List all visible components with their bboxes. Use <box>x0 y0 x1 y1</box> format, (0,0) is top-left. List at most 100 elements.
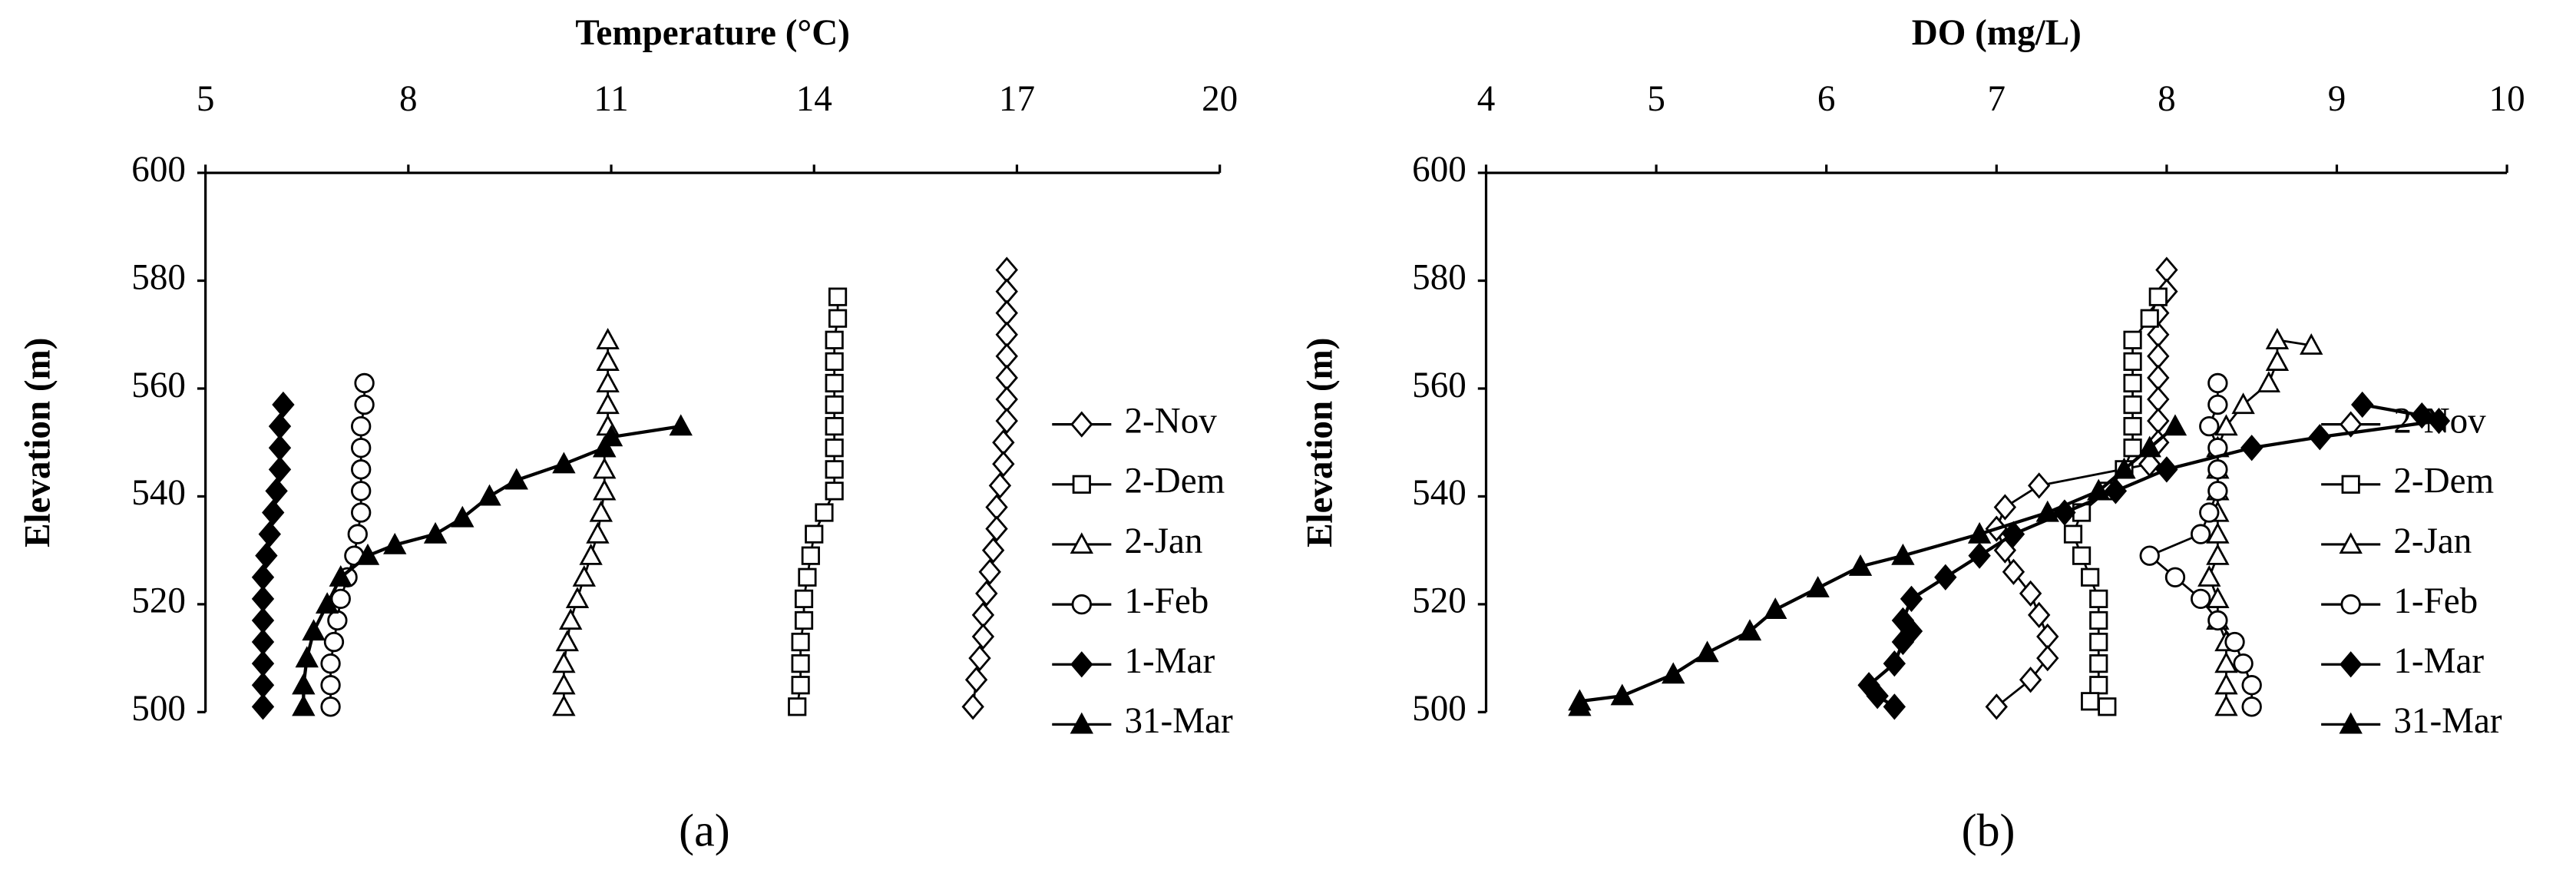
legend-label: 2-Nov <box>1124 401 1217 441</box>
marker <box>825 395 844 415</box>
marker <box>1883 650 1906 677</box>
marker <box>268 456 292 483</box>
marker <box>669 414 693 436</box>
marker <box>2112 457 2136 479</box>
y-tick-label: 600 <box>131 150 186 190</box>
y-tick-label: 500 <box>131 689 186 729</box>
marker <box>2155 256 2178 283</box>
x-tick-label: 5 <box>197 79 215 119</box>
marker <box>2241 696 2262 717</box>
marker <box>593 478 617 501</box>
series-line <box>2148 382 2254 707</box>
marker <box>2300 333 2323 355</box>
marker <box>596 392 620 415</box>
marker <box>2138 435 2161 458</box>
marker <box>1967 521 1992 544</box>
marker <box>2214 414 2238 436</box>
marker <box>2207 459 2228 480</box>
marker <box>347 524 368 544</box>
marker <box>2089 632 2108 652</box>
marker <box>791 632 810 652</box>
marker <box>2089 589 2108 608</box>
marker <box>2410 402 2433 429</box>
marker <box>2019 580 2042 607</box>
x-tick-label: 17 <box>999 79 1035 119</box>
marker <box>1662 662 1685 684</box>
marker <box>2214 673 2238 695</box>
marker <box>2035 500 2059 522</box>
marker <box>2123 395 2142 415</box>
marker <box>1866 683 1889 710</box>
marker <box>295 646 319 668</box>
series-line <box>329 382 365 707</box>
marker <box>992 451 1015 478</box>
y-tick-label: 500 <box>1412 689 1467 729</box>
marker <box>794 589 814 608</box>
marker <box>552 651 576 673</box>
marker <box>478 484 501 506</box>
marker <box>981 537 1005 564</box>
marker <box>251 564 275 591</box>
y-axis-title: Elevation (m) <box>18 338 58 548</box>
marker <box>1764 597 1787 620</box>
marker <box>828 309 848 328</box>
marker <box>2231 392 2255 415</box>
x-tick-label: 7 <box>1988 79 2006 119</box>
marker <box>327 610 348 631</box>
marker <box>1891 543 1915 565</box>
marker <box>2147 385 2170 413</box>
marker <box>2199 502 2220 523</box>
marker <box>995 299 1018 326</box>
marker <box>1883 693 1906 720</box>
marker <box>565 587 590 608</box>
marker <box>302 619 326 641</box>
marker <box>596 349 620 371</box>
marker <box>2028 472 2051 499</box>
marker <box>2164 567 2186 587</box>
legend-marker <box>2341 475 2360 494</box>
marker <box>589 500 613 522</box>
marker <box>968 644 991 672</box>
legend-label: 2-Jan <box>1124 521 1202 561</box>
marker <box>2233 653 2254 674</box>
marker <box>2240 435 2264 462</box>
marker <box>2191 588 2211 610</box>
marker <box>329 565 352 587</box>
y-tick-label: 560 <box>131 366 186 405</box>
y-tick-label: 600 <box>1412 150 1467 190</box>
marker <box>593 435 617 458</box>
x-axis-title: Temperature (°C) <box>575 13 850 53</box>
marker <box>2139 545 2160 566</box>
marker <box>2028 601 2051 629</box>
marker <box>251 585 275 612</box>
marker <box>586 521 610 544</box>
marker <box>351 415 372 437</box>
marker <box>251 628 275 656</box>
marker <box>2148 287 2168 306</box>
marker <box>801 546 820 565</box>
marker <box>593 457 617 479</box>
x-tick-label: 10 <box>2489 79 2525 119</box>
marker <box>320 653 341 674</box>
marker <box>975 580 998 607</box>
marker <box>2089 676 2108 695</box>
marker <box>825 373 844 393</box>
marker <box>2123 438 2142 458</box>
legend-marker <box>2339 411 2363 438</box>
marker <box>825 481 844 501</box>
y-tick-label: 520 <box>131 581 186 621</box>
marker <box>2123 352 2142 371</box>
y-tick-label: 540 <box>131 473 186 513</box>
marker <box>251 650 275 677</box>
marker <box>2098 697 2117 716</box>
marker <box>791 654 810 673</box>
x-tick-label: 6 <box>1817 79 1836 119</box>
marker <box>825 417 844 436</box>
marker <box>2147 407 2170 435</box>
series-line <box>1578 425 2177 707</box>
legend-marker <box>1070 532 1093 554</box>
marker <box>2072 546 2092 565</box>
marker <box>2206 543 2230 565</box>
marker <box>995 385 1018 413</box>
